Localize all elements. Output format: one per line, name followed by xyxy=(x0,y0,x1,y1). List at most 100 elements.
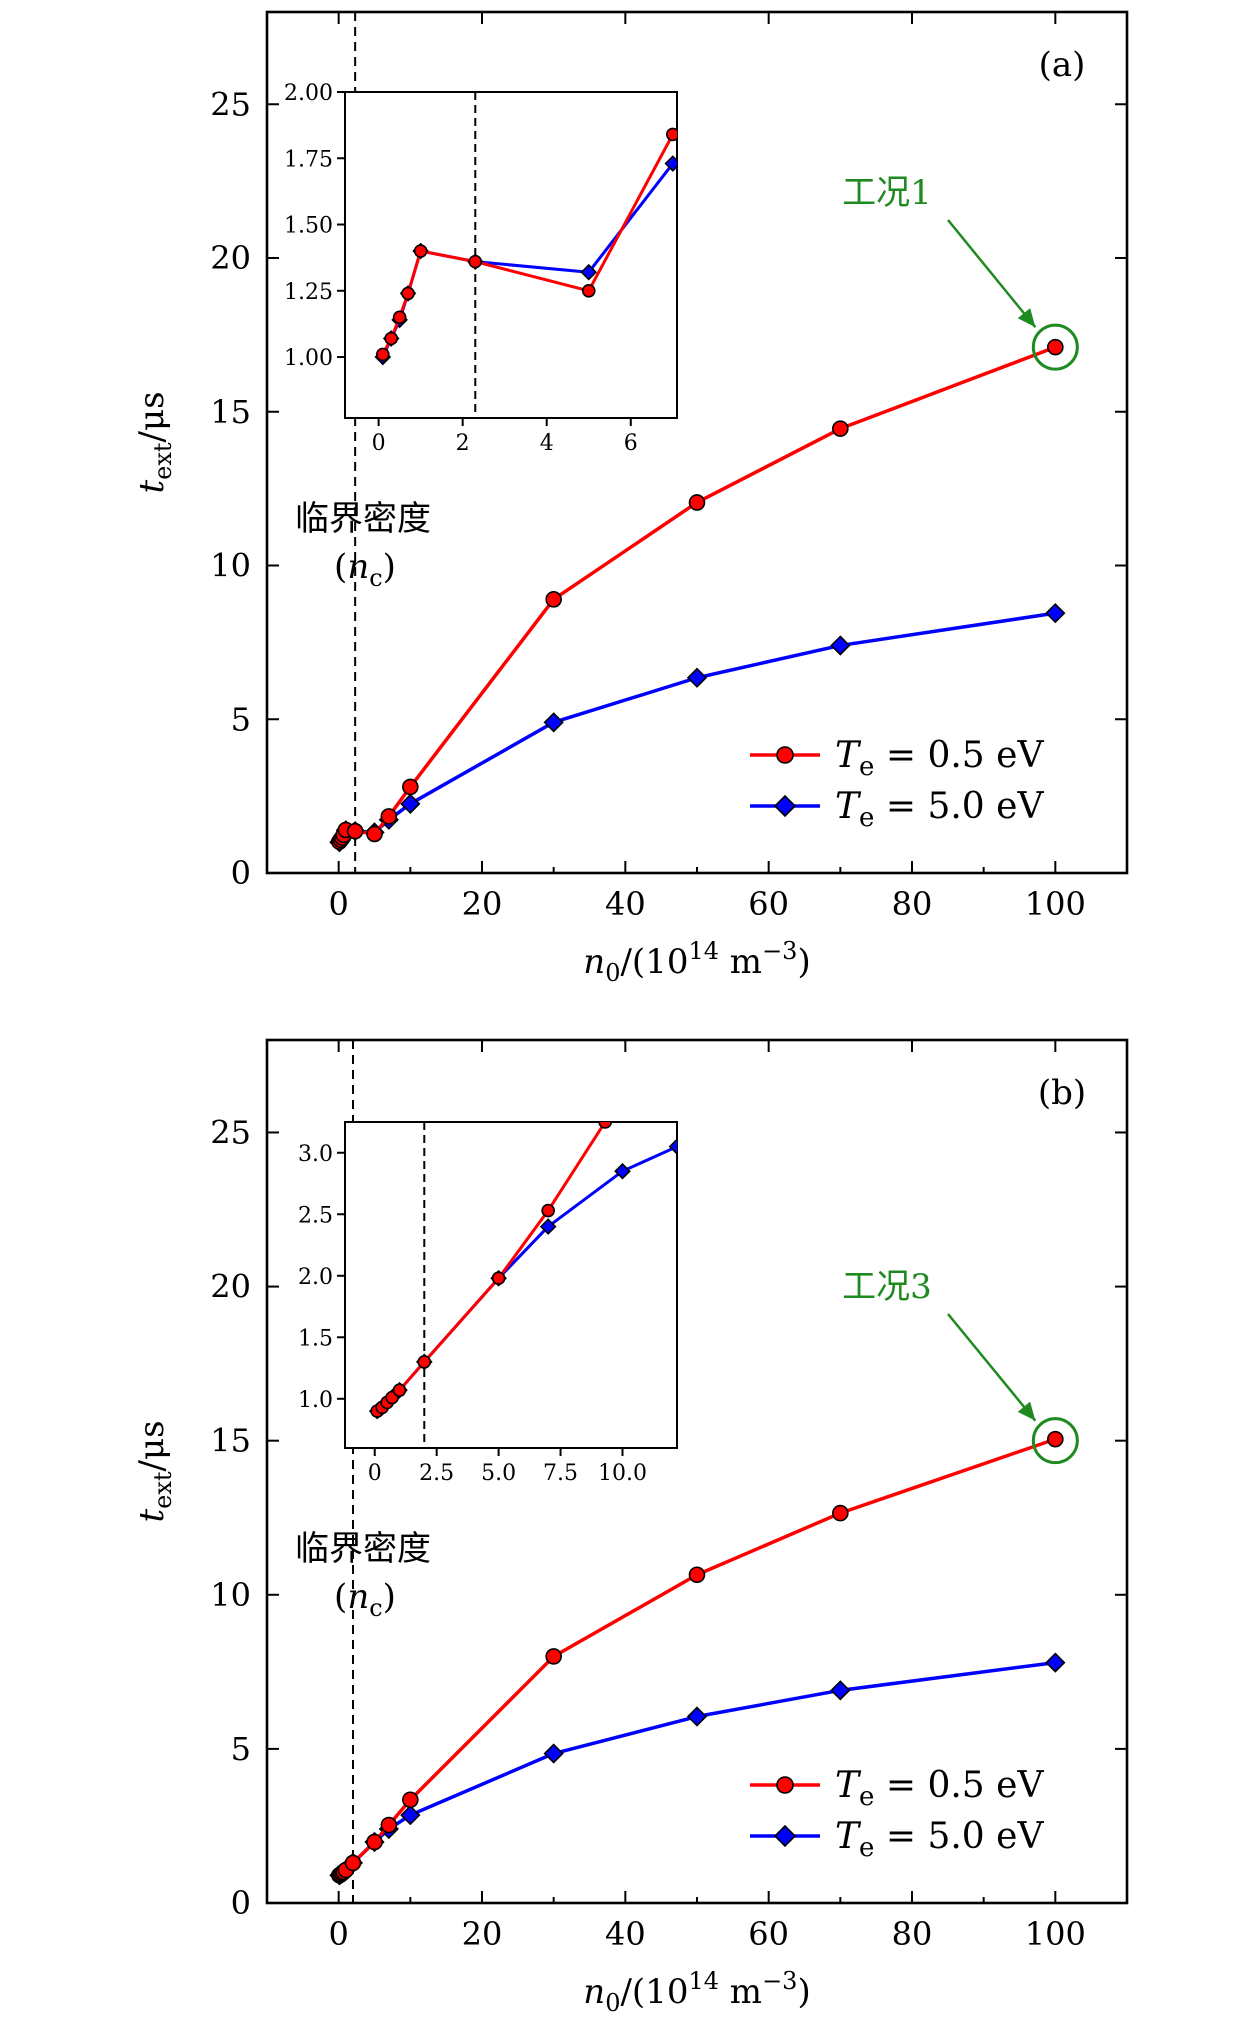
series-te-0-5-point xyxy=(832,420,849,437)
inset-y-tick-label: 2.5 xyxy=(298,1203,333,1228)
y-tick-label: 5 xyxy=(231,700,251,738)
inset-x-tick-label: 7.5 xyxy=(543,1461,578,1486)
x-tick-label: 20 xyxy=(462,1915,503,1953)
x-tick-label: 0 xyxy=(328,885,348,923)
inset-series-te-5-0-point xyxy=(668,1138,677,1155)
y-tick-label: 15 xyxy=(210,393,251,431)
annotation-label: 工况3 xyxy=(842,1267,932,1307)
critical-density-symbol: (nc) xyxy=(334,547,396,592)
inset-x-tick-label: 0 xyxy=(368,1461,382,1486)
inset-x-tick-label: 4 xyxy=(540,431,554,456)
y-axis-label: text/μs xyxy=(132,1420,177,1522)
series-te-0-5-point xyxy=(380,808,398,825)
series-te-5-0-point xyxy=(830,635,851,656)
y-tick-label: 10 xyxy=(210,547,251,585)
inset-series-te-5-0-point xyxy=(614,1162,631,1180)
series-te-0-5-point xyxy=(1047,338,1064,356)
inset-y-tick-label: 1.75 xyxy=(284,147,333,172)
x-tick-label: 40 xyxy=(605,1915,646,1953)
inset-x-tick-label: 2 xyxy=(456,431,470,456)
y-tick-label: 25 xyxy=(210,85,251,123)
series-te-5-0-point xyxy=(686,1706,708,1727)
legend-te-0-5-label: Te = 0.5 eV xyxy=(835,1765,1044,1812)
series-te-0-5-point xyxy=(346,822,364,840)
chart-panel-b: 0 20 40 60 80 100 0 5 10 15 20 25 n0/(1014 m−3) text/… xyxy=(132,1038,1129,2017)
inset-x-tick-label: 6 xyxy=(624,431,638,456)
legend-te-0-5-label: Te = 0.5 eV xyxy=(835,735,1044,782)
series-te-0-5-point xyxy=(545,1648,562,1665)
x-tick-label: 80 xyxy=(892,885,933,923)
series-te-0-5-point xyxy=(402,778,419,796)
series-te-5-0-point xyxy=(400,1805,421,1826)
annotation-arrow xyxy=(947,219,1037,328)
x-tick-label: 40 xyxy=(605,885,646,923)
inset-plot-area xyxy=(368,1122,677,1420)
inset-y-tick-label: 1.25 xyxy=(284,280,333,305)
legend-te-5-0-label: Te = 5.0 eV xyxy=(835,786,1044,833)
series-te-0-5-point xyxy=(545,591,562,608)
inset-series-te-5-0-point xyxy=(664,155,677,172)
annotation-arrowhead xyxy=(1017,308,1036,328)
inset-y-tick-label: 1.00 xyxy=(284,346,333,371)
series-te-5-0-point xyxy=(543,1743,564,1764)
x-tick-label: 0 xyxy=(328,1915,348,1953)
series-te-5-0-point xyxy=(400,793,421,814)
series-te-0-5-point xyxy=(402,1791,419,1809)
legend-te-0-5-marker xyxy=(776,1776,794,1794)
series-te-0-5-point xyxy=(380,1816,398,1834)
x-tick-label: 20 xyxy=(462,885,503,923)
inset-series-te-0-5-point xyxy=(392,1383,407,1397)
panel-label: (b) xyxy=(1038,1073,1086,1113)
x-tick-label: 100 xyxy=(1025,885,1086,923)
highlight-circle xyxy=(1031,1417,1079,1465)
series-te-0-5-point xyxy=(688,494,706,511)
x-axis-label: n0/(1014 m−3) xyxy=(583,1967,810,2017)
inset-series-te-0-5-point xyxy=(392,310,407,325)
inset-y-tick-label: 1.50 xyxy=(284,214,333,239)
x-tick-label: 100 xyxy=(1025,1915,1086,1953)
inset-series-te-0-5-point xyxy=(491,1271,506,1286)
inset-y-tick-label: 1.0 xyxy=(298,1388,333,1413)
inset-y-tick-label: 3.0 xyxy=(298,1142,333,1167)
y-tick-label: 5 xyxy=(231,1730,251,1768)
series-te-5-0-point xyxy=(830,1680,851,1701)
inset-y-tick-label: 1.5 xyxy=(298,1326,333,1351)
inset-series-te-0-5-point xyxy=(598,1122,612,1129)
annotation-label: 工况1 xyxy=(842,173,932,213)
legend-te-0-5-marker xyxy=(776,746,794,764)
series-te-0-5-point xyxy=(366,1833,383,1851)
inset-series-te-0-5-point xyxy=(401,286,415,301)
critical-density-label: 临界密度 xyxy=(295,499,431,539)
y-tick-label: 20 xyxy=(210,239,251,277)
inset-series-te-0-5-point xyxy=(417,1355,432,1369)
inset-x-tick-label: 10.0 xyxy=(598,1461,647,1486)
x-axis-label: n0/(1014 m−3) xyxy=(583,937,810,987)
series-te-5-0-point xyxy=(1045,1652,1066,1673)
inset-series-te-5-0-point xyxy=(539,1218,557,1235)
series-te-0-5-line xyxy=(338,1437,1056,1877)
inset-y-tick-label: 2.0 xyxy=(298,1265,333,1290)
series-te-5-0-point xyxy=(686,667,708,688)
critical-density-label: 临界密度 xyxy=(295,1529,431,1569)
annotation-arrowhead xyxy=(1017,1401,1036,1421)
inset-y-tick-label: 2.00 xyxy=(284,81,333,106)
inset-series-te-0-5-point xyxy=(376,347,390,362)
inset-series-te-0-5-point xyxy=(665,127,677,142)
x-tick-label: 60 xyxy=(748,1915,789,1953)
legend-te-5-0-label: Te = 5.0 eV xyxy=(835,1816,1044,1863)
legend-te-5-0-marker xyxy=(773,1824,797,1848)
y-tick-label: 0 xyxy=(231,854,251,892)
y-tick-label: 0 xyxy=(231,1884,251,1922)
x-tick-label: 60 xyxy=(748,885,789,923)
series-te-0-5-point xyxy=(688,1566,706,1584)
inset-x-tick-label: 0 xyxy=(372,431,386,456)
highlight-circle xyxy=(1031,323,1079,371)
critical-density-symbol: (nc) xyxy=(334,1577,396,1622)
panel-label: (a) xyxy=(1039,45,1086,85)
inset-frame xyxy=(344,91,678,419)
series-te-0-5-point xyxy=(1047,1430,1064,1448)
inset-x-tick-label: 2.5 xyxy=(419,1461,454,1486)
inset-chart: 0 2.5 5.0 7.5 10.0 1.0 1.5 2.0 2.5 3.0 xyxy=(298,1121,678,1486)
